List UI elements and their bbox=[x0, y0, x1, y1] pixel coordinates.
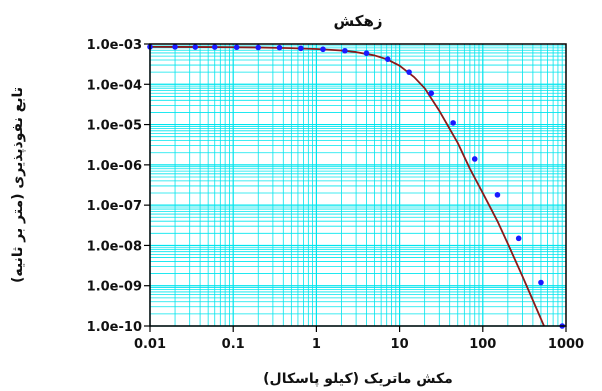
data-point bbox=[192, 44, 199, 50]
data-point bbox=[384, 56, 391, 62]
x-tick-label: 100 bbox=[469, 337, 496, 352]
x-tick-label: 1 bbox=[312, 337, 321, 352]
y-tick-label: 1.0e-03 bbox=[87, 38, 142, 53]
data-point bbox=[450, 120, 456, 126]
data-point bbox=[276, 44, 283, 51]
data-point bbox=[255, 44, 262, 51]
x-axis-ticks: 0.01 0.1 1 10 100 1000 bbox=[134, 326, 584, 352]
x-tick-label: 0.01 bbox=[134, 337, 166, 352]
x-tick-label: 0.1 bbox=[222, 337, 245, 352]
data-point bbox=[406, 69, 412, 75]
y-tick-label: 1.0e-08 bbox=[87, 239, 142, 254]
series-measured-points bbox=[147, 44, 565, 329]
y-tick-label: 1.0e-07 bbox=[87, 199, 142, 214]
y-tick-label: 1.0e-06 bbox=[87, 159, 142, 174]
fitted-curve-line bbox=[150, 45, 545, 326]
data-point bbox=[342, 47, 348, 54]
y-tick-label: 1.0e-09 bbox=[87, 280, 142, 295]
data-point bbox=[172, 44, 178, 50]
grid bbox=[149, 44, 566, 327]
data-point bbox=[494, 192, 501, 198]
x-tick-label: 1000 bbox=[548, 337, 584, 352]
x-axis-label: مکش ماتریک (کیلو پاسکال) bbox=[263, 371, 453, 387]
x-tick-label: 10 bbox=[391, 337, 409, 352]
data-point bbox=[233, 44, 240, 51]
y-axis-ticks: 1.0e-03 1.0e-04 1.0e-05 1.0e-06 1.0e-07 1.0e-… bbox=[87, 38, 150, 335]
series-fitted-curve bbox=[150, 45, 545, 326]
y-tick-label: 1.0e-04 bbox=[87, 78, 142, 93]
data-point bbox=[538, 279, 544, 286]
y-tick-label: 1.0e-05 bbox=[87, 119, 142, 134]
data-point bbox=[298, 45, 304, 52]
y-axis-label: تابع نفوذپذیری (متر بر ثانیه) bbox=[10, 87, 26, 283]
data-point bbox=[471, 156, 478, 162]
data-point bbox=[320, 46, 326, 53]
data-point bbox=[363, 50, 370, 57]
plot-frame bbox=[149, 43, 567, 327]
data-point bbox=[211, 44, 218, 50]
data-point bbox=[515, 235, 522, 242]
y-tick-label: 1.0e-10 bbox=[87, 320, 142, 335]
data-point bbox=[428, 90, 435, 97]
chart-title: زهکش bbox=[334, 12, 383, 30]
